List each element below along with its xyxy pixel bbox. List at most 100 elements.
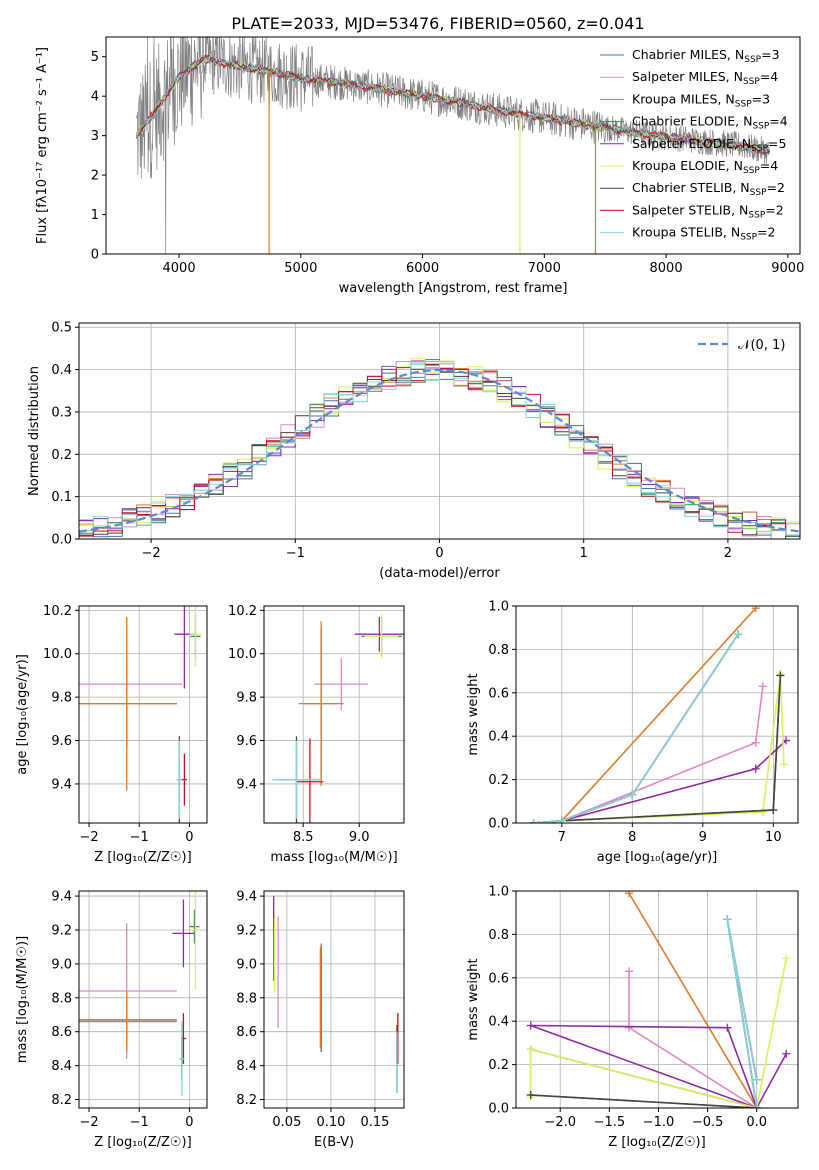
y-tick-label: 0.5 <box>51 321 72 336</box>
legend-entry: Salpeter STELIB, NSSP=2 <box>632 202 784 220</box>
y-tick-label: 8.4 <box>51 1059 72 1074</box>
x-axis-label: age [log₁₀(age/yr)] <box>597 850 718 865</box>
y-tick-label: 9.6 <box>236 734 257 749</box>
legend-value: =2 <box>757 225 775 240</box>
y-tick-label: 0.4 <box>51 363 72 378</box>
x-tick-label: 0.05 <box>272 1115 301 1130</box>
mass-weight-line <box>533 633 739 823</box>
legend-entry: 𝒩(0, 1) <box>738 338 785 353</box>
plot-area <box>135 37 771 254</box>
y-tick-label: 0.8 <box>488 928 509 943</box>
legend-subscript: SSP <box>735 99 752 109</box>
x-tick-label: −1 <box>286 546 305 561</box>
legend-value: =4 <box>769 114 787 129</box>
y-tick-label: 9.4 <box>51 890 72 905</box>
mass-weight-line <box>628 892 758 1108</box>
legend-value: =3 <box>752 91 770 106</box>
x-tick-label: 4000 <box>163 261 196 276</box>
data-point-marker <box>769 805 778 814</box>
legend-entry: Chabrier ELODIE, NSSP=4 <box>632 114 788 132</box>
legend-subscript: SSP <box>751 144 768 154</box>
mass-weight-vs-metallicity-panel: −2.0 −1.5 −1.0 −0.5 0.0 0.0 0.2 0.4 0.6 0.8 1.0 Z [… <box>466 885 799 1150</box>
x-axis-label: wavelength [Angstrom, rest frame] <box>339 281 568 296</box>
data-point-marker <box>758 682 767 691</box>
legend-subscript: SSP <box>752 122 769 132</box>
y-tick-label: 0 <box>91 248 99 263</box>
x-axis-label: mass [log₁₀(M/M☉)] <box>270 850 397 865</box>
x-tick-label: 10 <box>765 830 782 845</box>
y-axis-label: mass weight <box>466 958 481 1040</box>
x-tick-label: 9000 <box>771 261 804 276</box>
data-point-marker <box>734 630 743 639</box>
x-tick-label: −1.0 <box>643 1115 675 1130</box>
x-tick-label: 5000 <box>284 261 317 276</box>
x-tick-label: 2 <box>724 546 732 561</box>
data-point-marker <box>751 764 760 773</box>
y-tick-label: 0.1 <box>51 490 72 505</box>
y-tick-label: 0.6 <box>488 686 509 701</box>
x-tick-label: −1 <box>130 1115 149 1130</box>
age-vs-metallicity-panel: −2 −1 0 9.4 9.6 9.8 10.0 10.2 Z [log₁₀(Z/Z☉)] age… <box>15 604 208 865</box>
data-point-marker <box>751 606 760 613</box>
y-tick-label: 0.3 <box>51 405 72 420</box>
legend-entry: Salpeter MILES, NSSP=4 <box>632 69 778 87</box>
plot-area <box>79 606 202 823</box>
legend-entry: Kroupa MILES, NSSP=3 <box>632 91 770 109</box>
data-point-marker <box>723 915 732 924</box>
plot-area <box>271 614 404 823</box>
histogram-steps <box>79 363 800 536</box>
mass-weight-line <box>529 958 787 1108</box>
legend-value: =5 <box>768 136 786 151</box>
y-axis-label: mass weight <box>466 673 481 755</box>
y-tick-label: 8.2 <box>236 1093 257 1108</box>
legend-value: =4 <box>760 69 778 84</box>
y-tick-label: 10.0 <box>228 647 257 662</box>
y-tick-label: 9.0 <box>236 957 257 972</box>
x-tick-label: 0 <box>185 830 193 845</box>
data-point-marker <box>529 819 538 823</box>
x-tick-label: 9.0 <box>349 830 370 845</box>
data-point-marker <box>624 891 633 898</box>
grid <box>516 605 798 824</box>
figure-title: PLATE=2033, MJD=53476, FIBERID=0560, z=0… <box>231 14 644 33</box>
x-tick-label: 7 <box>558 830 566 845</box>
data-point-marker <box>751 738 760 747</box>
x-tick-label: 0 <box>435 546 443 561</box>
x-tick-label: −1.5 <box>594 1115 626 1130</box>
normal-reference-curve <box>79 368 800 533</box>
legend-entry: Chabrier MILES, NSSP=3 <box>632 47 780 65</box>
y-axis-label: mass [log₁₀(M/M☉)] <box>15 936 30 1063</box>
y-tick-label: 5 <box>91 50 99 65</box>
spectrum-panel: 4000 5000 6000 7000 8000 9000 0 1 2 3 4 5 wavelength… <box>35 36 804 296</box>
axes-frame <box>263 605 405 824</box>
y-tick-label: 8.2 <box>51 1093 72 1108</box>
y-tick-label: 0.6 <box>488 971 509 986</box>
x-tick-label: −0.5 <box>692 1115 724 1130</box>
x-tick-label: 8000 <box>650 261 683 276</box>
y-tick-label: 8.6 <box>51 1025 72 1040</box>
legend-entry: Kroupa ELODIE, NSSP=4 <box>632 158 778 176</box>
data-point-marker <box>723 1023 732 1032</box>
data-point-marker <box>624 1023 633 1032</box>
data-point-marker <box>624 967 633 976</box>
y-axis-label: Normed distribution <box>27 366 42 496</box>
axes-frame <box>263 890 405 1109</box>
axes-frame <box>78 890 208 1109</box>
y-tick-label: 0.0 <box>51 533 72 548</box>
legend-entry: Kroupa STELIB, NSSP=2 <box>632 225 776 243</box>
axes-frame <box>515 890 799 1109</box>
y-tick-label: 3 <box>91 129 99 144</box>
y-tick-label: 9.4 <box>236 890 257 905</box>
grid <box>79 323 800 540</box>
data-point-marker <box>526 1045 535 1054</box>
y-tick-label: 9.8 <box>51 691 72 706</box>
data-point-marker <box>526 1090 535 1099</box>
grid <box>79 606 207 823</box>
plot-area <box>526 891 791 1108</box>
y-tick-label: 2 <box>91 169 99 184</box>
x-axis-label: Z [log₁₀(Z/Z☉)] <box>94 850 191 865</box>
y-tick-label: 10.0 <box>43 647 72 662</box>
legend-value: =2 <box>765 202 783 217</box>
data-point-marker <box>782 1049 791 1058</box>
